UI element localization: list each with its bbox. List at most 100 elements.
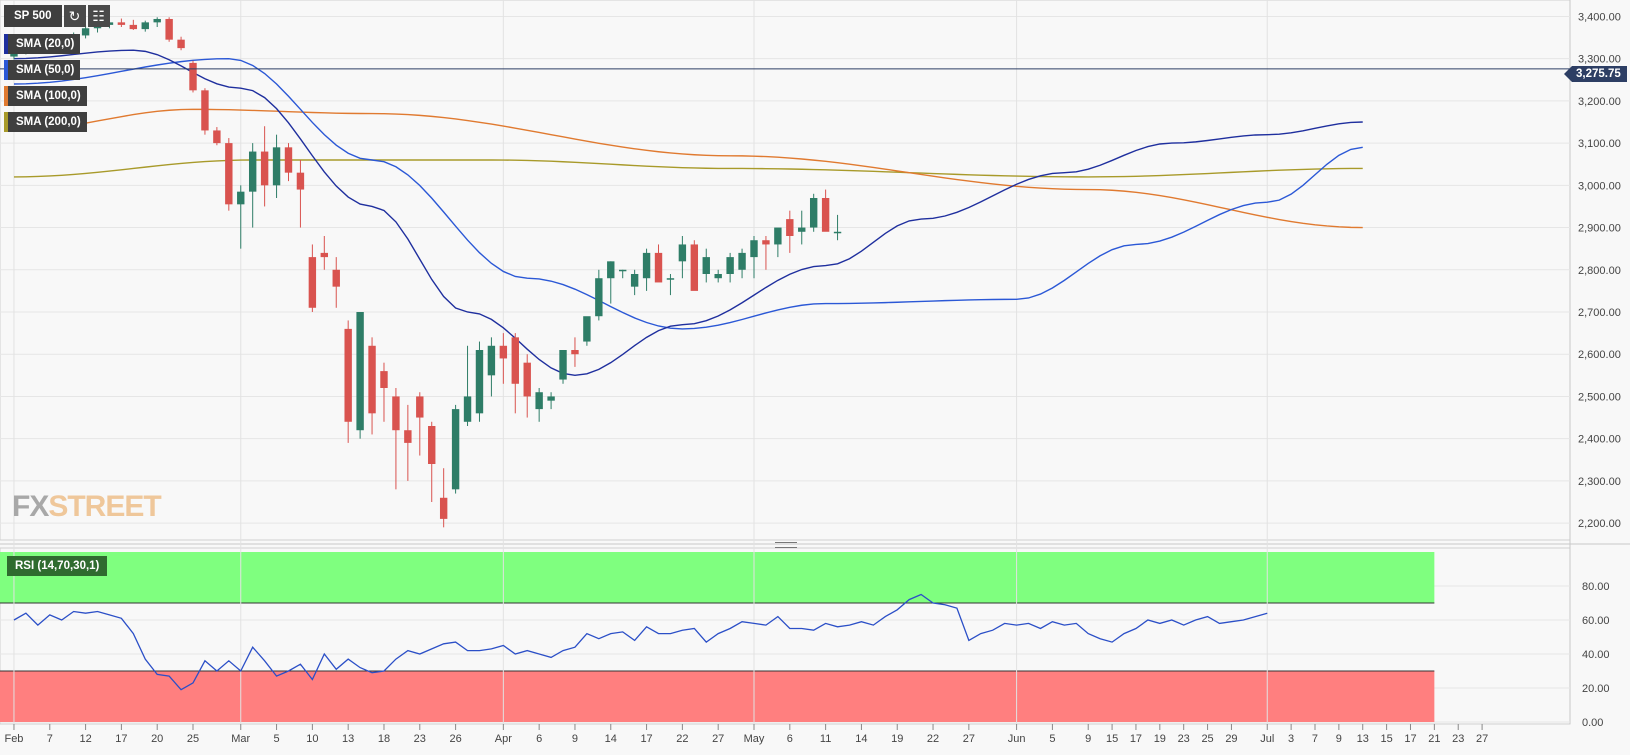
x-tick-label: 9 — [1336, 733, 1342, 745]
y-tick-label: 2,600.00 — [1578, 349, 1621, 361]
x-tick-label: Feb — [4, 733, 23, 745]
x-tick-label: 27 — [963, 733, 975, 745]
candle-body — [774, 228, 781, 245]
rsi-label[interactable]: RSI (14,70,30,1) — [4, 556, 107, 576]
candle-body — [834, 232, 841, 234]
candle-body — [583, 316, 590, 341]
y-tick-label: 2,500.00 — [1578, 391, 1621, 403]
y-tick-label: 3,400.00 — [1578, 11, 1621, 23]
x-tick-label: 23 — [414, 733, 426, 745]
candle-body — [714, 274, 721, 278]
x-tick-label: 10 — [306, 733, 318, 745]
candle-body — [679, 244, 686, 261]
candle-body — [368, 346, 375, 414]
candle-body — [237, 192, 244, 205]
x-tick-label: 17 — [640, 733, 652, 745]
candle-body — [703, 257, 710, 274]
candle-body — [810, 198, 817, 228]
x-tick-label: 6 — [536, 733, 542, 745]
x-tick-label: 18 — [378, 733, 390, 745]
candle-body — [297, 173, 304, 190]
y-tick-label: 3,100.00 — [1578, 138, 1621, 150]
x-tick-label: 27 — [712, 733, 724, 745]
watermark-part2: STREET — [48, 490, 160, 523]
candle-body — [356, 312, 363, 430]
x-tick-label: 23 — [1178, 733, 1190, 745]
candle-body — [82, 28, 89, 35]
y-tick-label: 2,300.00 — [1578, 476, 1621, 488]
candle-body — [547, 396, 554, 400]
x-tick-label: 23 — [1452, 733, 1464, 745]
x-tick-label: 27 — [1476, 733, 1488, 745]
symbol-label[interactable]: SP 500 — [4, 5, 62, 27]
candle-body — [428, 426, 435, 464]
candle-body — [500, 346, 507, 359]
candle-body — [595, 278, 602, 316]
x-tick-label: 15 — [1380, 733, 1392, 745]
candle-body — [750, 240, 757, 257]
x-tick-label: 22 — [676, 733, 688, 745]
x-tick-label: 13 — [1357, 733, 1369, 745]
rsi-y-tick-label: 20.00 — [1582, 683, 1610, 695]
y-tick-label: 2,200.00 — [1578, 518, 1621, 530]
candle-body — [189, 63, 196, 90]
last-price-badge: 3,275.75 — [1572, 66, 1627, 82]
candle-body — [726, 257, 733, 274]
candle-body — [249, 152, 256, 192]
candle-body — [571, 350, 578, 354]
candle-body — [130, 25, 137, 29]
candle-body — [631, 274, 638, 287]
candle-body — [416, 396, 423, 417]
x-tick-label: 7 — [47, 733, 53, 745]
refresh-icon[interactable]: ↻ — [64, 5, 86, 27]
candle-body — [333, 270, 340, 287]
fxstreet-watermark: FXSTREET — [12, 490, 161, 524]
x-tick-label: 14 — [605, 733, 617, 745]
candle-body — [285, 147, 292, 172]
x-tick-label: 15 — [1106, 733, 1118, 745]
chart-settings-icon[interactable]: ☷ — [88, 5, 110, 27]
chart-toolbar: SP 500 ↻ ☷ — [4, 5, 110, 27]
candle-body — [153, 19, 160, 22]
candle-body — [559, 350, 566, 380]
x-tick-label: 19 — [891, 733, 903, 745]
x-tick-label: May — [744, 733, 765, 745]
x-tick-label: 22 — [927, 733, 939, 745]
candle-body — [535, 392, 542, 409]
candle-body — [476, 350, 483, 413]
x-tick-label: 29 — [1225, 733, 1237, 745]
x-tick-label: 14 — [855, 733, 867, 745]
sma-200-label[interactable]: SMA (200,0) — [4, 112, 87, 132]
x-tick-label: 12 — [79, 733, 91, 745]
candle-body — [524, 363, 531, 397]
candle-body — [309, 257, 316, 308]
candle-body — [464, 396, 471, 421]
candle-body — [380, 371, 387, 388]
candle-body — [643, 253, 650, 278]
x-tick-label: 20 — [151, 733, 163, 745]
rsi-y-tick-label: 40.00 — [1582, 649, 1610, 661]
candle-body — [344, 329, 351, 422]
candle-body — [404, 430, 411, 443]
x-tick-label: 17 — [1130, 733, 1142, 745]
x-tick-label: 5 — [1049, 733, 1055, 745]
y-tick-label: 2,700.00 — [1578, 307, 1621, 319]
x-tick-label: 25 — [187, 733, 199, 745]
pane-resize-handle[interactable] — [775, 542, 797, 548]
candle-body — [738, 253, 745, 270]
candle-body — [177, 40, 184, 48]
candle-body — [655, 253, 662, 283]
sma-50-label[interactable]: SMA (50,0) — [4, 60, 80, 80]
candle-body — [619, 270, 626, 272]
candle-body — [321, 253, 328, 257]
y-tick-label: 2,400.00 — [1578, 434, 1621, 446]
x-tick-label: 3 — [1288, 733, 1294, 745]
sma-20-label[interactable]: SMA (20,0) — [4, 34, 80, 54]
sma-100-label[interactable]: SMA (100,0) — [4, 86, 87, 106]
x-tick-label: 17 — [115, 733, 127, 745]
candle-body — [786, 219, 793, 236]
candle-body — [667, 278, 674, 280]
x-tick-label: 21 — [1428, 733, 1440, 745]
